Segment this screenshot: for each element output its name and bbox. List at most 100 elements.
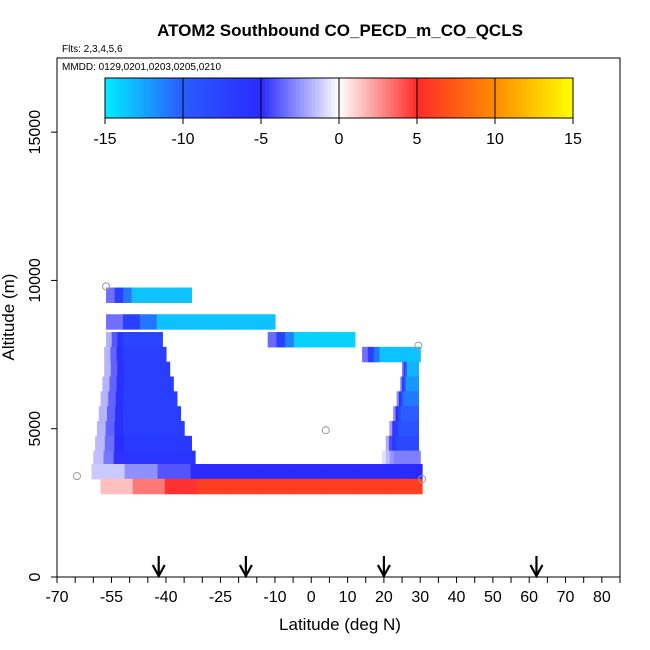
curtain-cell <box>382 450 387 467</box>
dates-label: MMDD: 0129,0201,0203,0205,0210 <box>62 62 221 73</box>
curtain-cell <box>148 287 158 303</box>
colorbar-cell <box>487 78 492 118</box>
x-tick-label: 10 <box>339 589 357 606</box>
curtain-cell <box>136 361 145 378</box>
colorbar-cell <box>202 78 207 118</box>
x-axis: -70 -55 -40 -25 -10 0 10 20 30 40 50 60 70 80 <box>45 577 621 606</box>
curtain-cell <box>135 346 142 363</box>
curtain-cell <box>174 287 184 303</box>
colorbar-cell <box>186 78 192 118</box>
curtain-cell <box>156 332 163 348</box>
curtain-cell <box>147 406 157 422</box>
colorbar-cell <box>522 78 527 118</box>
colorbar-cell <box>163 78 168 118</box>
curtain-cell <box>409 391 413 407</box>
curtain-cell <box>184 450 196 467</box>
colorbar-cell <box>307 78 313 118</box>
colorbar-cell <box>475 78 480 118</box>
x-tick-label: 50 <box>484 589 502 606</box>
curtain-cell <box>181 435 192 452</box>
curtain-cell <box>388 435 393 452</box>
curtain-cell <box>415 421 420 437</box>
x-tick-label: -10 <box>263 589 286 606</box>
colorbar-tick-label: -15 <box>93 131 116 148</box>
x-tick-label: 70 <box>557 589 575 606</box>
colorbar-cell <box>144 78 149 118</box>
colorbar-cell <box>424 78 430 118</box>
colorbar-cell <box>530 78 535 118</box>
colorbar-cell <box>116 78 122 118</box>
x-axis-label: Latitude (deg N) <box>279 615 401 634</box>
curtain-cell <box>408 450 414 467</box>
curtain-cell <box>224 314 242 330</box>
curtain-cell <box>410 406 414 422</box>
curtain-cell <box>106 314 124 330</box>
colorbar-cell <box>292 78 297 118</box>
curtain-cell <box>223 464 258 480</box>
curtain-cell <box>153 346 161 363</box>
curtain-cell <box>164 406 173 422</box>
colorbar-cell <box>179 78 184 118</box>
curtain-cell <box>144 450 155 467</box>
curtain-cell <box>169 391 178 407</box>
colorbar-cell <box>553 78 558 118</box>
colorbar-cell <box>257 78 262 118</box>
curtain-cell <box>110 346 118 363</box>
colorbar-cell <box>261 78 266 118</box>
curtain-cell <box>123 421 133 437</box>
curtain-cell <box>172 435 183 452</box>
curtain-cell <box>102 376 111 392</box>
curtain-cell <box>403 361 406 378</box>
colorbar-cell <box>514 78 519 118</box>
curtain-cell <box>93 450 105 467</box>
curtain-cell <box>190 464 225 480</box>
curtain-cell <box>182 287 192 303</box>
curtain-cell <box>141 346 149 363</box>
colorbar-cell <box>206 78 211 118</box>
colorbar-cell <box>276 78 281 118</box>
curtain-cell <box>106 406 116 422</box>
curtain-cell <box>413 361 416 378</box>
colorbar-cell <box>268 78 274 118</box>
curtain-cell <box>163 361 171 378</box>
curtain-cell <box>395 406 399 422</box>
colorbar-cell <box>350 78 356 118</box>
curtain-cell <box>159 376 167 392</box>
curtain-cell <box>103 450 115 467</box>
colorbar-cell <box>245 78 250 118</box>
curtain-cell <box>164 450 176 467</box>
curtain-cell <box>302 332 312 348</box>
curtain-cell <box>357 478 391 495</box>
curtain-cell <box>416 361 420 378</box>
curtain-cell <box>405 361 408 378</box>
curtain-cell <box>408 435 413 452</box>
colorbar-cell <box>444 78 449 118</box>
y-tick-label: 0 <box>27 572 44 581</box>
plot-frame <box>56 57 621 578</box>
curtain-cell <box>398 421 402 437</box>
curtain-cell <box>161 391 170 407</box>
curtain-cell <box>413 406 417 422</box>
colorbar-cell <box>549 78 554 118</box>
colorbar-cell <box>140 78 145 118</box>
curtain-cell <box>124 435 135 452</box>
curtain-cell <box>403 391 406 407</box>
curtain-cell <box>166 376 174 392</box>
curtain-cell <box>406 361 410 378</box>
colorbar-cell <box>401 78 406 118</box>
curtain-cell <box>114 435 125 452</box>
down-arrow-head-icon <box>376 564 391 579</box>
curtain-cell <box>123 391 132 407</box>
curtain-cell <box>388 464 423 480</box>
colorbar-cell <box>339 78 344 118</box>
sample-point <box>418 475 427 484</box>
colorbar-cell <box>370 78 375 118</box>
curtain-cell <box>151 376 160 392</box>
down-arrow-head-icon <box>529 564 544 579</box>
colorbar-cell <box>214 78 219 118</box>
colorbar-cell <box>229 78 235 118</box>
colorbar-cell <box>342 78 348 118</box>
colorbar-cell <box>311 78 317 118</box>
colorbar-cell <box>362 78 367 118</box>
